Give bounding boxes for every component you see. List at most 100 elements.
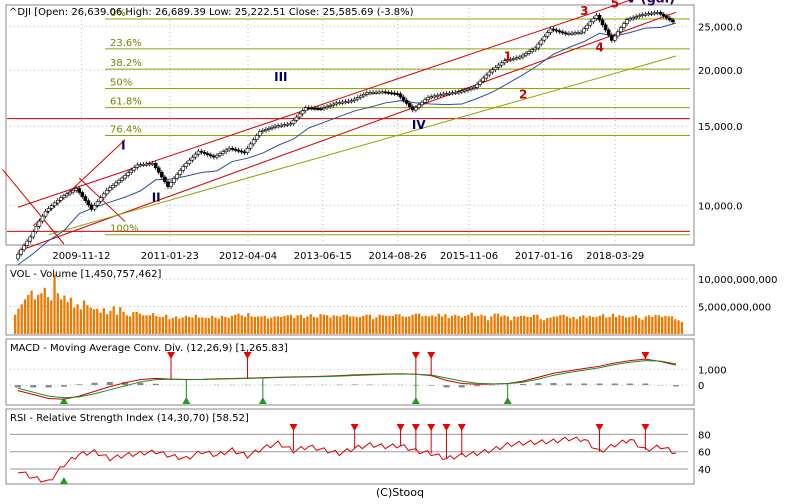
candle-body <box>577 32 580 33</box>
x-tick-label: 2015-11-06 <box>440 251 498 262</box>
volume-bar <box>648 315 650 334</box>
volume-bar <box>264 316 266 334</box>
volume-bar <box>136 312 138 334</box>
volume-bar <box>349 316 351 334</box>
volume-bar <box>96 309 98 334</box>
volume-bar <box>444 314 446 334</box>
volume-bar <box>480 315 482 334</box>
volume-bar <box>336 316 338 334</box>
volume-bar <box>411 315 413 334</box>
candle-body <box>436 95 439 96</box>
credit: (C)Stooq <box>376 486 424 499</box>
volume-tick-label: 5,000,000,000 <box>698 303 771 314</box>
volume-bar <box>214 318 216 335</box>
candle-body <box>451 93 454 94</box>
macd-histogram-bar <box>612 384 618 386</box>
volume-bar <box>487 320 489 334</box>
volume-bar <box>50 300 52 334</box>
candle-body <box>289 124 292 125</box>
candle-body <box>332 104 335 105</box>
candle-body <box>521 55 524 57</box>
candle-body <box>237 150 240 151</box>
candle-body <box>635 17 638 18</box>
volume-bar <box>464 316 466 334</box>
macd-histogram-bar <box>474 385 480 386</box>
volume-bar <box>520 316 522 334</box>
volume-bar <box>339 316 341 334</box>
candle-body <box>166 182 169 187</box>
volume-bar <box>319 314 321 334</box>
volume-bar <box>595 317 597 334</box>
volume-bar <box>267 319 269 334</box>
fib-label: 76.4% <box>110 125 142 136</box>
volume-bar <box>257 316 259 334</box>
volume-bar <box>612 314 614 334</box>
volume-bar <box>303 318 305 334</box>
volume-bar <box>421 316 423 334</box>
volume-bar <box>356 317 358 334</box>
macd-histogram-bar <box>428 385 434 386</box>
candle-body <box>442 94 445 95</box>
candle-body <box>197 151 200 154</box>
volume-bar <box>622 316 624 334</box>
candle-body <box>479 81 482 84</box>
x-tick-label: 2013-06-15 <box>294 251 352 262</box>
volume-bar <box>221 316 223 334</box>
candle-body <box>121 178 124 180</box>
volume-bar <box>635 315 637 334</box>
volume-bar <box>204 318 206 334</box>
volume-bar <box>53 275 55 334</box>
volume-bar <box>218 319 220 334</box>
volume-bar <box>661 317 663 334</box>
candle-body <box>518 57 521 58</box>
volume-bar <box>589 316 591 334</box>
candle-body <box>671 20 674 22</box>
volume-bar <box>510 320 512 334</box>
candle-body <box>23 245 26 249</box>
candle-body <box>546 33 549 37</box>
volume-bar <box>195 315 197 334</box>
candle-body <box>338 102 341 103</box>
candle-body <box>280 125 283 126</box>
candle-body <box>552 29 555 30</box>
volume-bar <box>494 314 496 334</box>
volume-bar <box>681 322 683 334</box>
wave-label: I <box>121 139 125 153</box>
volume-bar <box>651 317 653 334</box>
candle-body <box>347 101 350 102</box>
fib-label: 50% <box>110 78 132 89</box>
candle-body <box>473 87 476 88</box>
volume-bar <box>418 314 420 334</box>
volume-bar <box>80 309 82 334</box>
candle-body <box>427 97 430 99</box>
candle-body <box>130 170 133 173</box>
candle-body <box>515 58 518 59</box>
candle-body <box>301 111 304 114</box>
candle-body <box>393 93 396 94</box>
volume-bar <box>553 316 555 334</box>
volume-bar <box>559 315 561 334</box>
volume-bar <box>503 315 505 334</box>
candle-body <box>65 194 68 196</box>
candle-body <box>75 188 78 190</box>
candle-body <box>99 198 102 202</box>
candle-body <box>543 36 546 40</box>
volume-bar <box>139 314 141 334</box>
candle-body <box>601 20 604 25</box>
candle-body <box>567 33 570 34</box>
candle-body <box>335 103 338 104</box>
volume-bar <box>83 300 85 334</box>
candle-body <box>304 108 307 111</box>
candle-body <box>261 130 264 131</box>
candle-body <box>497 65 500 67</box>
macd-histogram-bar <box>581 384 587 386</box>
volume-bar <box>513 316 515 334</box>
volume-bar <box>73 308 75 334</box>
volume-bar <box>14 315 16 334</box>
macd-title: MACD - Moving Average Conv. Div. (12,26,… <box>10 343 288 354</box>
macd-histogram-bar <box>673 385 679 386</box>
volume-bar <box>405 317 407 334</box>
candle-body <box>136 165 139 168</box>
volume-bar <box>67 302 69 334</box>
candle-body <box>72 190 75 192</box>
